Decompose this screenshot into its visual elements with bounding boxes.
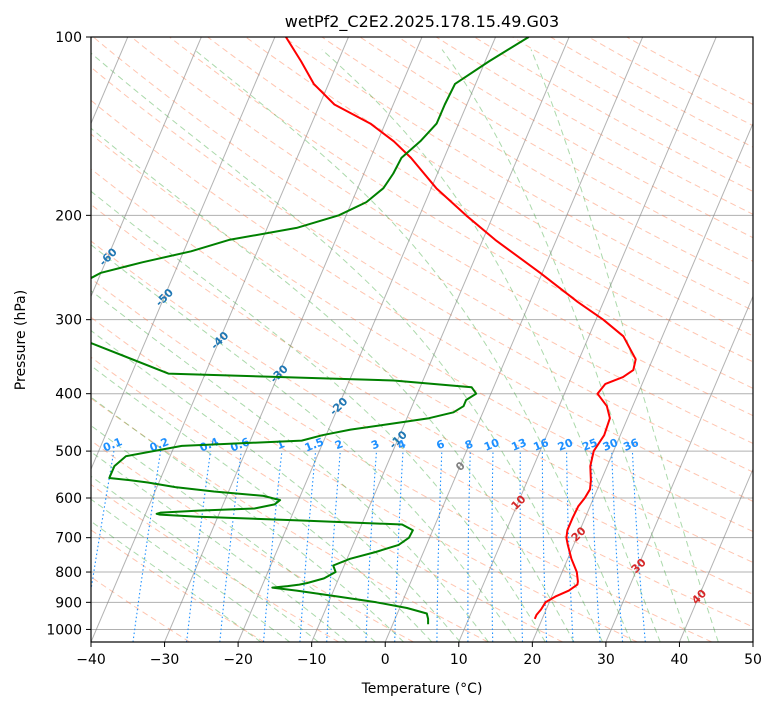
dry-adiabat <box>91 240 753 628</box>
x-tick-label: 50 <box>744 652 762 668</box>
y-axis-label: Pressure (hPa) <box>13 290 29 390</box>
dry-adiabat <box>169 37 753 389</box>
moist-adiabat <box>91 52 604 642</box>
y-tick-label: 900 <box>55 595 82 611</box>
x-tick-label: −40 <box>76 652 106 668</box>
dry-adiabat <box>91 203 753 595</box>
sounding-series <box>91 37 637 625</box>
temperature-line <box>285 37 637 620</box>
x-tick-label: 10 <box>450 652 468 668</box>
dry-adiabat <box>91 356 563 642</box>
mixing-ratio-line <box>262 451 283 642</box>
dry-adiabat <box>91 440 414 642</box>
moist-adiabat <box>321 49 661 642</box>
y-tick-label: 400 <box>55 387 82 403</box>
mixing-ratio-label: 8 <box>463 437 475 452</box>
x-axis: −40 −30 −20 −10 0 10 20 30 40 50 <box>76 642 762 668</box>
plot-frame <box>90 36 754 643</box>
x-tick-label: 20 <box>523 652 541 668</box>
plot-area <box>91 37 753 642</box>
dry-adiabat <box>91 66 753 473</box>
mixing-ratio-label: 20 <box>556 436 575 454</box>
isotherm <box>531 122 753 642</box>
y-tick-label: 700 <box>55 531 82 547</box>
dry-adiabat <box>131 37 753 417</box>
moist-adiabat <box>91 475 319 642</box>
isotherm <box>91 37 276 471</box>
dewpoint-line <box>91 37 530 625</box>
dry-adiabat <box>91 483 340 642</box>
mixing-ratio-label: 10 <box>482 436 501 454</box>
dry-adiabat <box>91 168 753 563</box>
y-tick-label: 200 <box>55 208 82 224</box>
x-tick-label: −30 <box>150 652 180 668</box>
mixing-ratio-label: 13 <box>509 436 528 454</box>
isotherm-label: -80 <box>0 154 12 177</box>
mixing-ratio-line <box>132 451 162 642</box>
y-tick-label: 100 <box>55 30 82 46</box>
moist-adiabat <box>91 520 262 642</box>
dry-adiabat <box>91 133 753 533</box>
moist-adiabat <box>441 49 690 642</box>
x-tick-label: 0 <box>381 652 390 668</box>
isotherm <box>752 640 753 642</box>
isotherm <box>384 37 644 642</box>
mixing-ratio-label: 36 <box>622 436 641 454</box>
dry-adiabat <box>474 37 753 193</box>
mixing-ratio-label: 2 <box>333 437 345 452</box>
moist-adiabat <box>193 49 632 642</box>
isotherm <box>458 37 717 642</box>
dry-adiabat <box>92 37 753 444</box>
mixing-ratio-label: 3 <box>369 437 381 452</box>
chart-title: wetPf2_C2E2.2025.178.15.49.G03 <box>285 12 559 32</box>
background-grid <box>91 37 753 642</box>
isotherm <box>91 37 202 298</box>
dry-adiabat <box>397 37 753 239</box>
x-tick-label: −20 <box>223 652 253 668</box>
isotherm <box>678 467 753 642</box>
isotherm <box>605 295 753 642</box>
y-tick-label: 1000 <box>46 622 82 638</box>
moist-adiabat <box>91 329 461 642</box>
isotherm <box>311 37 570 642</box>
mixing-ratio-label: 1 <box>275 437 287 452</box>
y-tick-label: 500 <box>55 444 82 460</box>
y-tick-label: 800 <box>55 565 82 581</box>
mixing-ratio-label: 16 <box>532 436 551 454</box>
isotherm <box>237 37 497 642</box>
x-tick-label: 30 <box>597 652 615 668</box>
mixing-ratio-label: 30 <box>601 436 620 454</box>
dry-adiabat <box>91 316 638 642</box>
y-axis: 100 200 300 400 500 600 700 800 900 1000 <box>46 30 91 638</box>
moist-adiabat <box>91 244 518 642</box>
isotherm <box>91 37 349 642</box>
x-tick-label: 40 <box>671 652 689 668</box>
moist-adiabat <box>91 498 291 642</box>
moist-adiabat <box>91 190 546 642</box>
dry-adiabat <box>550 37 753 148</box>
mixing-ratio-line <box>299 451 317 642</box>
dry-adiabat <box>435 37 753 215</box>
dry-adiabat <box>512 37 753 170</box>
x-axis-label: Temperature (°C) <box>361 681 483 697</box>
isotherm <box>164 37 423 642</box>
x-tick-label: −10 <box>297 652 327 668</box>
y-tick-label: 600 <box>55 491 82 507</box>
moist-adiabat <box>91 365 433 642</box>
mixing-ratio-line <box>631 451 646 642</box>
y-tick-label: 300 <box>55 313 82 329</box>
mixing-ratio-line <box>186 451 212 642</box>
moist-adiabat <box>91 290 489 642</box>
